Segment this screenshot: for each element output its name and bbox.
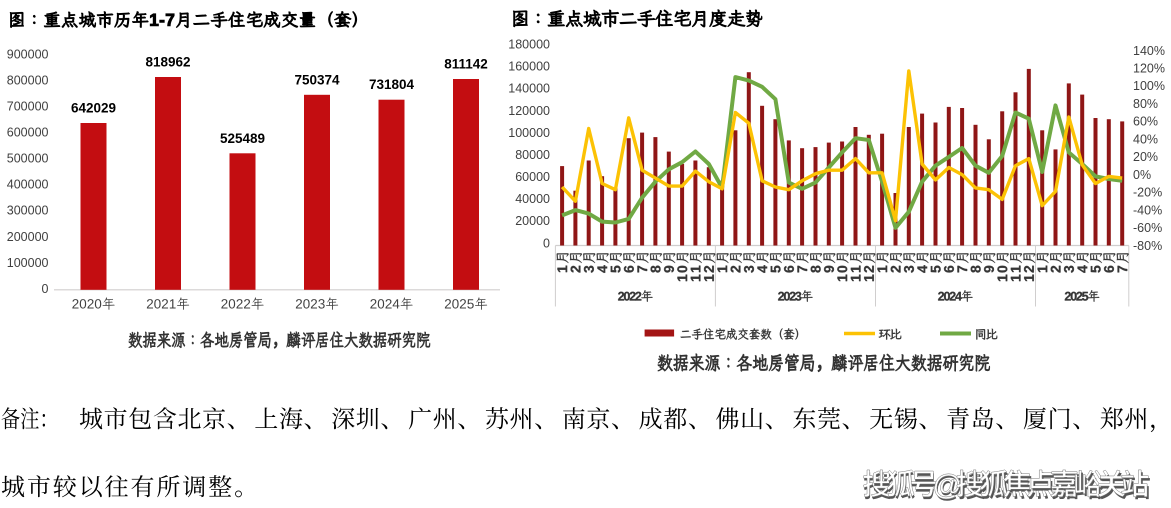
svg-text:600000: 600000 xyxy=(7,126,49,140)
svg-text:100%: 100% xyxy=(1133,79,1165,93)
svg-text:525489: 525489 xyxy=(220,131,265,146)
svg-text:40000: 40000 xyxy=(515,192,550,206)
svg-text:500000: 500000 xyxy=(7,152,49,166)
svg-text:20000: 20000 xyxy=(515,214,550,228)
svg-text:40%: 40% xyxy=(1133,132,1158,146)
svg-text:0%: 0% xyxy=(1133,168,1151,182)
svg-text:300000: 300000 xyxy=(7,204,49,218)
svg-text:811142: 811142 xyxy=(444,57,488,72)
svg-text:0: 0 xyxy=(543,236,550,250)
svg-text:160000: 160000 xyxy=(508,60,550,74)
svg-text:140%: 140% xyxy=(1133,44,1165,58)
svg-text:-60%: -60% xyxy=(1133,221,1162,235)
svg-text:750374: 750374 xyxy=(294,72,340,87)
svg-text:80%: 80% xyxy=(1133,97,1158,111)
svg-text:80000: 80000 xyxy=(515,148,550,162)
svg-text:180000: 180000 xyxy=(508,38,550,52)
svg-text:800000: 800000 xyxy=(7,73,49,87)
svg-text:900000: 900000 xyxy=(7,47,49,61)
svg-text:818962: 818962 xyxy=(145,55,190,70)
svg-text:60%: 60% xyxy=(1133,115,1158,129)
svg-text:60000: 60000 xyxy=(515,170,550,184)
svg-text:642029: 642029 xyxy=(71,101,116,116)
svg-text:-80%: -80% xyxy=(1133,239,1162,253)
svg-text:731804: 731804 xyxy=(369,77,415,92)
svg-text:700000: 700000 xyxy=(7,99,49,113)
svg-text:-40%: -40% xyxy=(1133,203,1162,217)
svg-text:100000: 100000 xyxy=(508,126,550,140)
svg-text:400000: 400000 xyxy=(7,178,49,192)
svg-text:120000: 120000 xyxy=(508,104,550,118)
svg-text:20%: 20% xyxy=(1133,150,1158,164)
svg-text:-20%: -20% xyxy=(1133,186,1162,200)
svg-text:120%: 120% xyxy=(1133,62,1165,76)
svg-text:140000: 140000 xyxy=(508,82,550,96)
svg-text:0: 0 xyxy=(42,282,49,296)
svg-text:200000: 200000 xyxy=(7,230,49,244)
svg-text:100000: 100000 xyxy=(7,256,49,270)
